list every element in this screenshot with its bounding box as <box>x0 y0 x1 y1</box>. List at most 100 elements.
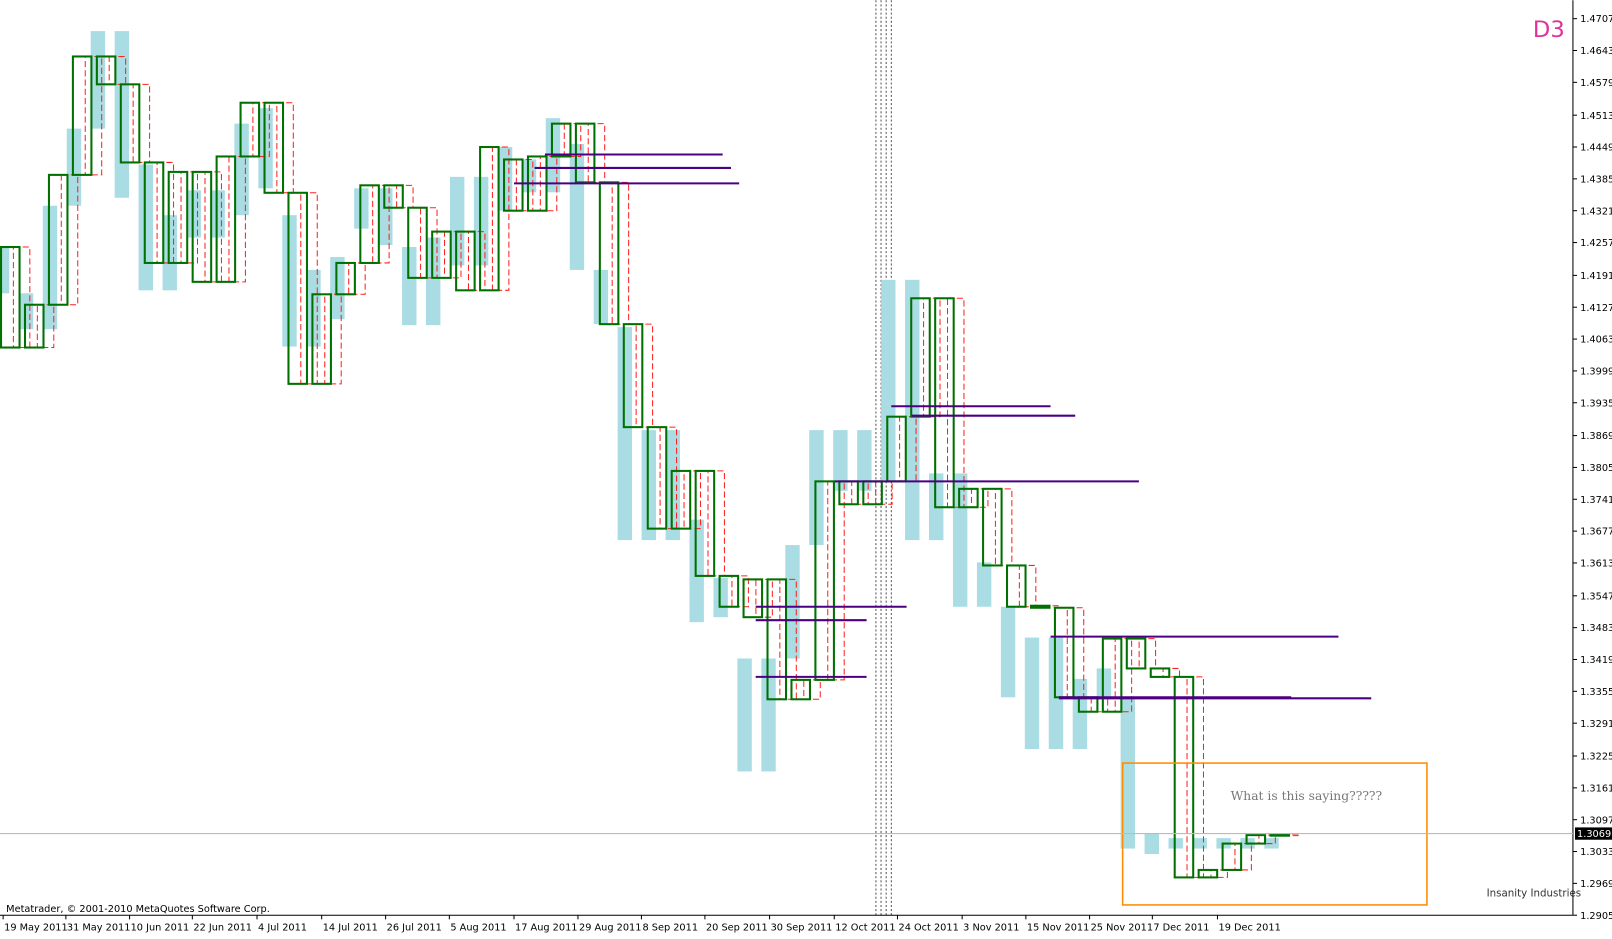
y-tick-label: 1.32910 <box>1580 719 1612 730</box>
candle-box <box>1269 833 1291 837</box>
candle-box <box>47 173 69 306</box>
dashed-box <box>132 83 151 163</box>
dashed-box <box>324 293 342 385</box>
dashed-box <box>467 231 486 291</box>
candle-box <box>550 122 572 158</box>
current-price-box <box>1574 827 1612 840</box>
candle-box <box>143 161 165 264</box>
candle-box <box>1006 564 1027 608</box>
dashed-box <box>108 55 127 85</box>
range-bar <box>617 327 633 541</box>
dashed-box <box>156 161 175 264</box>
candle-box <box>1101 637 1123 713</box>
candle-box <box>359 184 380 264</box>
dashed-box <box>970 488 989 508</box>
dashed-box <box>1018 564 1037 608</box>
candle-box <box>814 480 835 681</box>
dashed-box <box>252 102 270 157</box>
candle-box <box>1029 604 1051 609</box>
dashed-box <box>1234 843 1252 871</box>
candle-box <box>191 170 213 283</box>
y-tick-label: 1.38050 <box>1580 463 1612 474</box>
y-tick-label: 1.31610 <box>1580 783 1612 794</box>
x-tick-label: 20 Sep 2011 <box>706 923 768 934</box>
footer: Metatrader, © 2001-2010 MetaQuotes Softw… <box>6 904 270 915</box>
candle-box <box>622 323 644 429</box>
dashed-box <box>1138 638 1157 669</box>
x-tick-label: 7 Dec 2011 <box>1153 923 1209 934</box>
y-tick-label: 1.36130 <box>1580 559 1612 570</box>
candle-box <box>1221 842 1243 871</box>
candle-box <box>431 230 452 279</box>
x-tick-label: 15 Nov 2011 <box>1027 923 1089 934</box>
y-tick-label: 1.47070 <box>1580 14 1612 25</box>
x-tick-label: 25 Nov 2011 <box>1091 923 1153 934</box>
candle-box <box>119 83 141 164</box>
candle-box <box>958 487 979 509</box>
range-bar <box>1144 833 1159 855</box>
dashed-box <box>875 480 893 505</box>
dashed-box <box>611 181 630 325</box>
dashed-box <box>372 184 390 264</box>
current-price-label: 1.30691 <box>1577 829 1612 840</box>
logo: Insanity Industries <box>1487 888 1582 900</box>
x-tick-label: 29 Aug 2011 <box>579 923 641 934</box>
candle-box <box>1197 868 1219 879</box>
range-bar <box>402 247 417 326</box>
y-tick-label: 1.43850 <box>1580 174 1612 185</box>
candle-box <box>407 206 428 279</box>
dashed-box <box>36 304 55 349</box>
y-tick-label: 1.33550 <box>1580 687 1612 698</box>
y-tick-label: 1.40630 <box>1580 335 1612 346</box>
y-tick-label: 1.38690 <box>1580 431 1612 442</box>
y-tick-label: 1.45790 <box>1580 78 1612 89</box>
annotation: What is this saying????? <box>1231 789 1383 803</box>
dashed-box <box>491 146 510 291</box>
candle-box <box>790 678 811 701</box>
x-tick-label: 12 Oct 2011 <box>835 923 895 934</box>
range-bar <box>976 562 992 607</box>
range-bar <box>761 658 776 772</box>
dashed-box <box>635 323 654 428</box>
candle-box <box>694 469 716 577</box>
range-bar <box>569 144 585 270</box>
candle-box <box>0 245 21 349</box>
candle-box <box>934 297 955 509</box>
y-tick-label: 1.37410 <box>1580 495 1612 506</box>
candle-box <box>1245 834 1267 845</box>
range-bar <box>306 269 321 347</box>
dashed-box <box>60 174 79 306</box>
candle-box <box>1149 667 1171 678</box>
dashed-box <box>1186 676 1204 878</box>
y-tick-label: 1.35470 <box>1580 591 1612 602</box>
candle-box <box>479 145 500 292</box>
candle-box <box>718 574 740 608</box>
candle-box <box>982 487 1003 567</box>
range-bar <box>785 545 800 659</box>
range-bar <box>737 658 752 772</box>
candle-box <box>1125 637 1147 670</box>
x-tick-label: 30 Sep 2011 <box>771 923 833 934</box>
y-tick-label: 1.46430 <box>1580 46 1612 57</box>
candle-box <box>335 261 356 296</box>
marks <box>0 31 1372 879</box>
range-bar <box>258 108 273 189</box>
dashed-box <box>300 192 318 385</box>
dashed-box <box>515 158 534 212</box>
y-tick-label: 1.34830 <box>1580 623 1612 634</box>
y-tick-label: 1.44490 <box>1580 143 1612 154</box>
x-tick-label: 3 Nov 2011 <box>963 923 1019 934</box>
dashed-box <box>827 480 845 681</box>
dashed-box <box>851 480 869 505</box>
dashed-box <box>276 102 294 194</box>
y-tick-label: 1.42570 <box>1580 238 1612 249</box>
range-bar <box>1072 678 1088 750</box>
y-tick-label: 1.43210 <box>1580 206 1612 217</box>
timeframe-label: D3 <box>1533 17 1565 43</box>
range-bar <box>1024 637 1040 750</box>
y-tick-label: 1.29050 <box>1580 911 1612 922</box>
range-bar <box>378 188 393 246</box>
x-tick-label: 31 May 2011 <box>67 923 131 934</box>
range-bar <box>282 215 297 347</box>
